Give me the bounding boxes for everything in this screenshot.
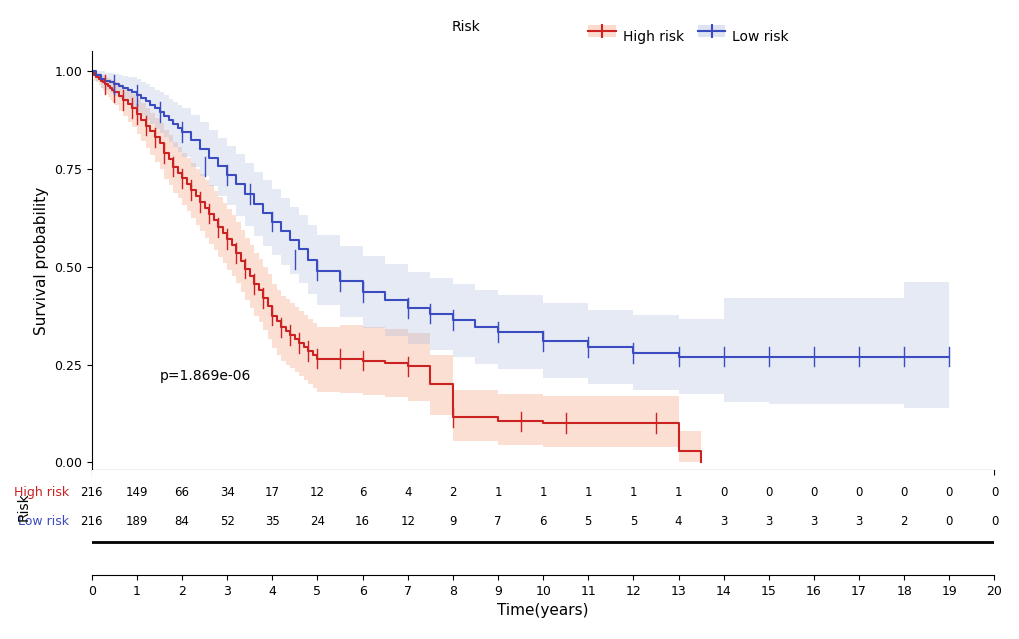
Text: 216: 216 — [81, 514, 103, 528]
Text: 3: 3 — [809, 514, 817, 528]
Text: 3: 3 — [764, 514, 771, 528]
Text: 0: 0 — [900, 486, 907, 499]
Text: 3: 3 — [719, 514, 727, 528]
Text: 6: 6 — [539, 514, 546, 528]
Text: High risk: High risk — [14, 486, 69, 499]
Text: 0: 0 — [945, 514, 952, 528]
Text: 17: 17 — [265, 486, 279, 499]
Text: 12: 12 — [399, 514, 415, 528]
Text: 1: 1 — [584, 486, 591, 499]
Legend: High risk, Low risk: High risk, Low risk — [587, 29, 788, 43]
Text: 52: 52 — [219, 514, 234, 528]
Text: 1: 1 — [539, 486, 546, 499]
Text: 5: 5 — [629, 514, 637, 528]
Text: 24: 24 — [310, 514, 325, 528]
Text: Risk: Risk — [451, 20, 480, 35]
X-axis label: Time(years): Time(years) — [497, 603, 588, 619]
Text: 7: 7 — [494, 514, 501, 528]
Text: Risk: Risk — [17, 493, 31, 521]
Text: 149: 149 — [125, 486, 148, 499]
Text: p=1.869e-06: p=1.869e-06 — [159, 369, 251, 383]
Text: 1: 1 — [494, 486, 501, 499]
Text: 0: 0 — [809, 486, 817, 499]
Y-axis label: Survival probability: Survival probability — [34, 187, 49, 335]
Text: 1: 1 — [675, 486, 682, 499]
Text: 0: 0 — [989, 486, 998, 499]
Text: 66: 66 — [174, 486, 190, 499]
Text: 0: 0 — [945, 486, 952, 499]
Text: 3: 3 — [855, 514, 862, 528]
Text: 0: 0 — [719, 486, 727, 499]
Text: 216: 216 — [81, 486, 103, 499]
Text: 189: 189 — [125, 514, 148, 528]
Text: 2: 2 — [900, 514, 907, 528]
Text: 35: 35 — [265, 514, 279, 528]
Text: 1: 1 — [629, 486, 637, 499]
Text: 0: 0 — [989, 514, 998, 528]
Text: 6: 6 — [359, 486, 366, 499]
Text: 34: 34 — [219, 486, 234, 499]
Text: 84: 84 — [174, 514, 190, 528]
Text: 16: 16 — [355, 514, 370, 528]
Text: 9: 9 — [448, 514, 457, 528]
Text: 4: 4 — [404, 486, 411, 499]
Text: Low risk: Low risk — [18, 514, 69, 528]
Text: 4: 4 — [675, 514, 682, 528]
Text: 0: 0 — [855, 486, 862, 499]
Text: 0: 0 — [764, 486, 771, 499]
Text: 2: 2 — [448, 486, 457, 499]
Text: 5: 5 — [584, 514, 591, 528]
Text: 12: 12 — [310, 486, 325, 499]
